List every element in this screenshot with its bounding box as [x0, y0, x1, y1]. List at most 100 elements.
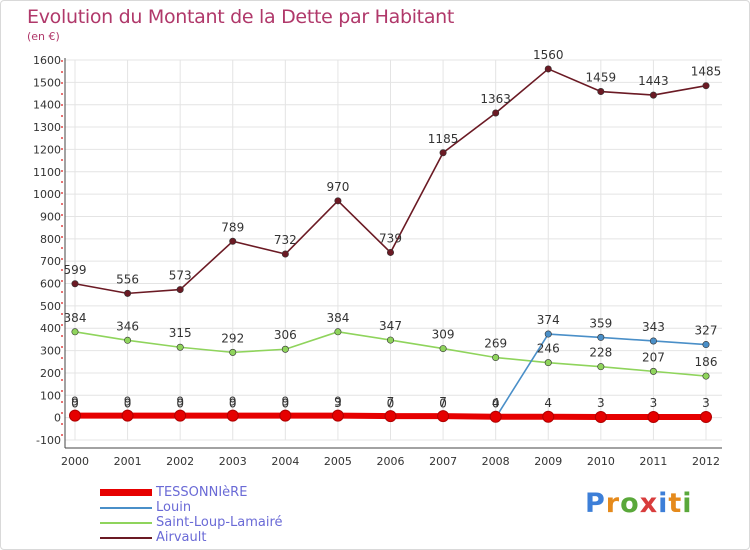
- data-label: 732: [274, 233, 297, 247]
- series-point-0: [121, 409, 134, 422]
- data-label: 1485: [691, 65, 722, 79]
- series-point-2: [386, 336, 394, 344]
- x-tick-label: 2004: [271, 455, 299, 468]
- x-tick-label: 2012: [692, 455, 720, 468]
- data-label: 0: [124, 397, 132, 411]
- data-label: 246: [537, 342, 560, 356]
- series-point-2: [649, 367, 657, 375]
- x-tick-label: 2001: [114, 455, 142, 468]
- x-tick-label: 2007: [429, 455, 457, 468]
- logo-letter: x: [639, 488, 659, 519]
- series-point-2: [702, 372, 710, 380]
- data-label: 327: [695, 324, 718, 338]
- series-point-0: [279, 409, 292, 422]
- data-label: 0: [71, 397, 79, 411]
- series-point-0: [647, 410, 660, 423]
- series-point-0: [489, 410, 502, 423]
- series-point-0: [594, 410, 607, 423]
- series-point-3: [492, 109, 500, 117]
- proxiti-logo: Proxiti: [585, 488, 693, 519]
- x-tick-label: 2009: [534, 455, 562, 468]
- series-point-3: [649, 91, 657, 99]
- legend-item-saint-loup: Saint-Loup-Lamairé: [100, 515, 283, 530]
- series-point-0: [331, 409, 344, 422]
- legend-label-louin: Louin: [156, 500, 192, 515]
- data-label: 9: [282, 395, 290, 409]
- data-label: 9: [124, 395, 132, 409]
- y-tick-label: 500: [40, 300, 61, 313]
- series-point-0: [174, 409, 187, 422]
- data-label: 1363: [480, 92, 511, 106]
- series-point-3: [544, 65, 552, 73]
- series-point-0: [226, 409, 239, 422]
- data-label: 384: [326, 311, 349, 325]
- data-label: 269: [484, 337, 507, 351]
- logo-letter: i: [658, 488, 669, 519]
- series-point-0: [700, 410, 712, 423]
- data-label: 970: [326, 180, 349, 194]
- series-point-2: [439, 345, 447, 353]
- logo-letter: t: [668, 488, 683, 519]
- y-tick-label: 300: [40, 345, 61, 358]
- series-point-1: [649, 337, 657, 345]
- series-point-2: [597, 363, 605, 371]
- data-label: 0: [387, 397, 395, 411]
- y-tick-label: 1000: [33, 188, 61, 201]
- x-tick-label: 2003: [219, 455, 247, 468]
- y-tick-label: 700: [40, 255, 61, 268]
- series-point-3: [439, 149, 447, 157]
- series-point-3: [71, 280, 79, 288]
- data-label: 9: [176, 395, 184, 409]
- series-point-3: [229, 237, 237, 245]
- data-label: 0: [492, 397, 500, 411]
- x-tick-label: 2005: [324, 455, 352, 468]
- x-tick-label: 2000: [61, 455, 89, 468]
- series-point-2: [544, 359, 552, 367]
- logo-letter: P: [585, 488, 606, 519]
- data-label: 3: [650, 396, 658, 410]
- y-tick-label: 1100: [33, 166, 61, 179]
- data-label: 3: [702, 396, 710, 410]
- data-label: 573: [169, 269, 192, 283]
- data-label: 0: [229, 397, 237, 411]
- legend-swatch-saint-loup: [100, 521, 152, 524]
- data-label: 346: [116, 319, 139, 333]
- series-point-0: [437, 410, 450, 423]
- y-tick-label: 1200: [33, 143, 61, 156]
- series-point-0: [542, 410, 555, 423]
- logo-letter: r: [605, 488, 621, 519]
- data-label: 315: [169, 326, 192, 340]
- y-tick-label: 600: [40, 278, 61, 291]
- data-label: 556: [116, 272, 139, 286]
- series-point-2: [492, 354, 500, 362]
- legend-swatch-louin: [100, 506, 152, 509]
- logo-letter: i: [682, 488, 693, 519]
- data-label: 359: [589, 316, 612, 330]
- data-label: 3: [597, 396, 605, 410]
- chart-title: Evolution du Montant de la Dette par Hab…: [27, 6, 455, 28]
- data-label: 0: [439, 397, 447, 411]
- data-label: 186: [695, 355, 718, 369]
- data-label: 207: [642, 350, 665, 364]
- series-point-3: [124, 289, 132, 297]
- y-tick-label: 400: [40, 322, 61, 335]
- x-tick-label: 2006: [377, 455, 405, 468]
- x-tick-label: 2008: [482, 455, 510, 468]
- series-point-3: [334, 197, 342, 205]
- y-tick-label: 1300: [33, 121, 61, 134]
- legend-item-airvault: Airvault: [100, 530, 283, 545]
- data-label: 9: [229, 395, 237, 409]
- series-point-2: [124, 336, 132, 344]
- data-label: 7: [439, 395, 447, 409]
- legend-swatch-tessonniere: [100, 489, 152, 496]
- data-label: 374: [537, 313, 560, 327]
- legend-item-louin: Louin: [100, 500, 283, 515]
- legend-label-tessonniere: TESSONNIèRE: [156, 485, 248, 500]
- data-label: 3: [334, 396, 342, 410]
- data-label: 599: [64, 263, 87, 277]
- legend-item-tessonniere: TESSONNIèRE: [100, 485, 283, 500]
- y-tick-label: 1500: [33, 76, 61, 89]
- y-tick-label: 1400: [33, 99, 61, 112]
- series-point-3: [176, 286, 184, 294]
